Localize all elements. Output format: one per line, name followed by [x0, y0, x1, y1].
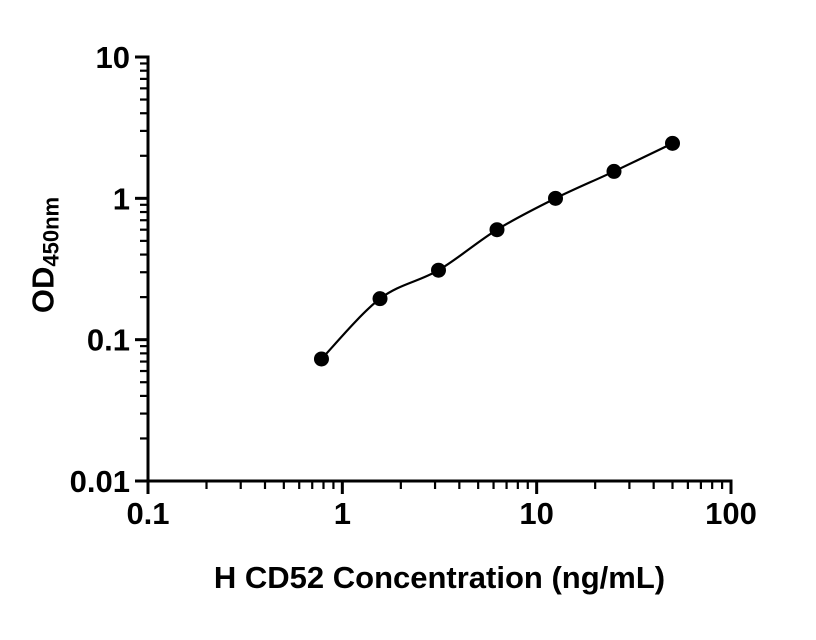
data-point-marker [547, 190, 563, 206]
data-point-marker [430, 262, 446, 278]
data-point-marker [606, 163, 622, 179]
y-tick-label: 0.1 [87, 323, 130, 358]
data-point-marker [372, 291, 388, 307]
y-tick-label: 1 [113, 181, 130, 216]
data-point-marker [313, 351, 329, 367]
data-point-marker [489, 222, 505, 238]
x-tick-label: 1 [334, 496, 351, 531]
y-tick-label: 0.01 [70, 464, 130, 499]
data-point-marker [664, 135, 680, 151]
x-tick-label: 0.1 [126, 496, 169, 531]
y-axis-title-text: OD [25, 266, 61, 314]
y-axis-title-subscript: 450nm [38, 196, 64, 267]
x-tick-label: 10 [519, 496, 553, 531]
x-tick-label: 100 [705, 496, 757, 531]
y-tick-label: 10 [96, 40, 130, 75]
x-axis-title: H CD52 Concentration (ng/mL) [213, 560, 666, 595]
y-axis-title: OD450nm [26, 197, 65, 313]
